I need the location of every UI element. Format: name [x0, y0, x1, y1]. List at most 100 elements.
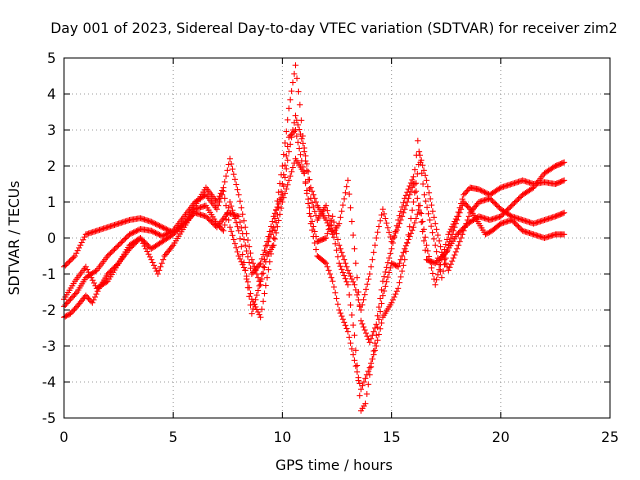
data-point	[420, 167, 427, 174]
data-point	[338, 313, 345, 320]
x-tick-label: 25	[601, 430, 619, 446]
data-point	[337, 310, 344, 317]
data-point	[247, 250, 254, 257]
data-point	[306, 210, 313, 217]
data-point	[482, 189, 489, 196]
data-point	[280, 151, 287, 158]
data-point	[258, 306, 265, 313]
data-point	[280, 183, 287, 190]
data-point	[395, 224, 402, 231]
data-point	[433, 276, 440, 283]
data-point	[257, 278, 264, 285]
series-2	[61, 62, 568, 414]
data-point	[411, 189, 418, 196]
data-point	[400, 262, 407, 269]
data-point	[383, 278, 390, 285]
data-point	[364, 333, 371, 340]
data-point	[305, 168, 312, 175]
data-point	[302, 152, 309, 159]
data-point	[89, 277, 96, 284]
data-point	[418, 157, 425, 164]
data-point	[306, 204, 313, 211]
data-point	[142, 240, 149, 247]
data-point	[416, 152, 423, 159]
data-point	[420, 237, 427, 244]
data-point	[297, 131, 304, 138]
data-point	[237, 255, 244, 262]
data-point	[230, 171, 237, 178]
data-point	[387, 250, 394, 257]
data-point	[350, 351, 357, 358]
data-point	[382, 268, 389, 275]
y-axis-label: SDTVAR / TECUs	[7, 181, 23, 296]
data-point	[360, 296, 367, 303]
data-point	[510, 201, 517, 208]
data-point	[234, 186, 241, 193]
data-point	[107, 268, 114, 275]
data-point	[103, 279, 110, 286]
data-point	[360, 379, 367, 385]
data-point	[142, 245, 149, 252]
data-point	[392, 228, 399, 235]
data-point	[422, 198, 429, 205]
data-point	[405, 231, 412, 238]
data-point	[511, 199, 518, 206]
data-point	[355, 296, 362, 303]
data-point	[383, 264, 390, 271]
data-point	[416, 209, 423, 216]
data-point	[123, 234, 130, 241]
data-point	[475, 186, 482, 193]
data-point	[379, 278, 386, 285]
data-point	[262, 282, 269, 289]
data-point	[240, 236, 247, 243]
data-point	[459, 226, 466, 232]
x-tick-label: 5	[169, 430, 178, 446]
data-point	[329, 278, 336, 285]
data-point	[514, 222, 521, 229]
data-point	[496, 185, 503, 192]
data-point	[339, 202, 346, 209]
data-point	[205, 216, 212, 223]
data-point	[73, 250, 80, 257]
data-point	[261, 264, 268, 271]
data-point	[391, 294, 398, 301]
data-point	[62, 262, 69, 269]
data-point	[455, 209, 462, 216]
data-point	[330, 283, 337, 290]
data-point	[330, 234, 337, 241]
data-point	[298, 157, 305, 164]
data-point	[321, 235, 328, 242]
data-point	[401, 245, 408, 252]
data-point	[442, 241, 449, 248]
data-point	[382, 283, 389, 290]
data-point	[332, 289, 339, 296]
data-point	[338, 249, 345, 256]
y-tick-label: 4	[47, 87, 56, 103]
data-point	[152, 229, 159, 236]
data-point	[400, 209, 407, 216]
data-point	[402, 248, 409, 255]
data-point	[152, 220, 159, 227]
data-point	[63, 300, 70, 307]
data-point	[463, 201, 470, 208]
data-point	[356, 303, 363, 310]
data-point	[156, 231, 163, 238]
data-point	[144, 248, 151, 255]
data-point	[439, 253, 446, 260]
data-point	[433, 226, 440, 233]
data-point	[512, 221, 519, 228]
data-point	[429, 270, 436, 277]
data-point	[235, 191, 242, 198]
data-point	[419, 228, 426, 235]
data-point	[229, 166, 236, 173]
data-point	[246, 243, 253, 250]
data-point	[115, 242, 122, 249]
data-point	[429, 229, 436, 236]
data-point	[159, 224, 166, 231]
data-point	[400, 249, 407, 256]
data-point	[301, 170, 308, 177]
y-tick-label: 3	[47, 123, 56, 139]
data-point	[231, 240, 238, 247]
data-point	[413, 188, 420, 195]
data-point	[287, 141, 294, 148]
